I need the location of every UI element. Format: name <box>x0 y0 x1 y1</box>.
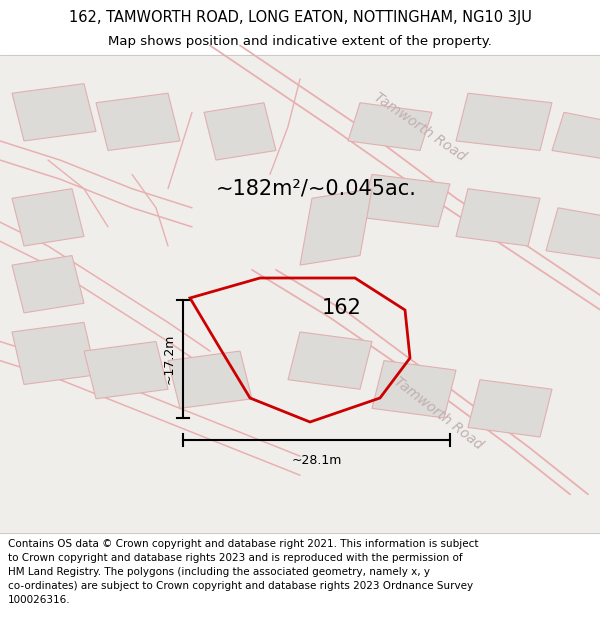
Polygon shape <box>300 189 372 265</box>
Polygon shape <box>372 361 456 418</box>
Polygon shape <box>12 322 96 384</box>
Text: Tamworth Road: Tamworth Road <box>371 90 469 164</box>
Polygon shape <box>360 174 450 227</box>
Text: to Crown copyright and database rights 2023 and is reproduced with the permissio: to Crown copyright and database rights 2… <box>8 553 463 563</box>
Polygon shape <box>552 112 600 160</box>
Polygon shape <box>456 93 552 151</box>
Text: ~182m²/~0.045ac.: ~182m²/~0.045ac. <box>216 179 417 199</box>
Text: 162, TAMWORTH ROAD, LONG EATON, NOTTINGHAM, NG10 3JU: 162, TAMWORTH ROAD, LONG EATON, NOTTINGH… <box>68 10 532 25</box>
Polygon shape <box>546 208 600 261</box>
Text: Contains OS data © Crown copyright and database right 2021. This information is : Contains OS data © Crown copyright and d… <box>8 539 479 549</box>
Bar <box>0 532 600 625</box>
Text: Map shows position and indicative extent of the property.: Map shows position and indicative extent… <box>108 35 492 48</box>
Text: HM Land Registry. The polygons (including the associated geometry, namely x, y: HM Land Registry. The polygons (includin… <box>8 567 430 577</box>
Polygon shape <box>96 93 180 151</box>
Polygon shape <box>12 189 84 246</box>
Text: ~17.2m: ~17.2m <box>163 334 176 384</box>
Text: 100026316.: 100026316. <box>8 595 71 605</box>
Text: co-ordinates) are subject to Crown copyright and database rights 2023 Ordnance S: co-ordinates) are subject to Crown copyr… <box>8 581 473 591</box>
Bar <box>0 0 600 55</box>
Text: Tamworth Road: Tamworth Road <box>391 374 485 452</box>
Bar <box>0 55 600 532</box>
Polygon shape <box>348 102 432 151</box>
Polygon shape <box>12 84 96 141</box>
Text: 162: 162 <box>322 298 362 318</box>
Polygon shape <box>84 341 168 399</box>
Polygon shape <box>288 332 372 389</box>
Polygon shape <box>456 189 540 246</box>
Polygon shape <box>168 351 252 408</box>
Polygon shape <box>12 256 84 313</box>
Text: ~28.1m: ~28.1m <box>292 454 341 467</box>
Polygon shape <box>468 380 552 437</box>
Polygon shape <box>204 102 276 160</box>
